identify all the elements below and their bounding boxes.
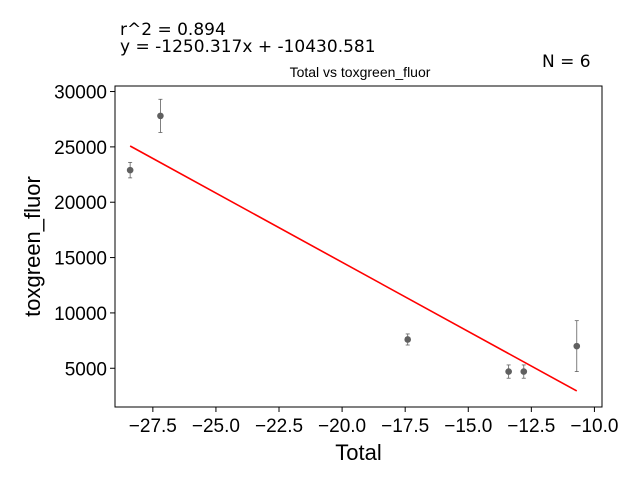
x-tick-label: −12.5	[507, 416, 555, 437]
y-axis-label: toxgreen_fluor	[20, 176, 45, 317]
point-marker	[404, 336, 412, 343]
chart-title: Total vs toxgreen_fluor	[289, 64, 431, 80]
fit-equation-annotation: y = -1250.317x + -10430.581	[120, 37, 376, 57]
x-tick-label: −20.0	[318, 416, 366, 437]
point-marker	[573, 342, 581, 350]
point-marker	[157, 112, 164, 120]
x-tick-label: −10.0	[570, 416, 618, 437]
y-tick-label: 25000	[54, 138, 107, 159]
x-tick-label: −22.5	[255, 416, 303, 437]
data-point	[520, 364, 528, 379]
y-axis-ticks: 5000 10000 15000 20000 25000 30000	[54, 83, 115, 380]
fit-line-group	[129, 145, 578, 392]
x-tick-label: −17.5	[381, 416, 429, 437]
r-squared-annotation: r^2 = 0.894	[120, 20, 226, 40]
data-point	[505, 364, 512, 379]
x-tick-label: −15.0	[444, 416, 492, 437]
point-marker	[505, 368, 512, 375]
data-point	[157, 98, 164, 133]
point-marker	[520, 368, 528, 375]
y-tick-label: 30000	[54, 83, 107, 104]
x-tick-label: −27.5	[129, 416, 177, 437]
y-tick-label: 15000	[54, 249, 107, 270]
x-axis-ticks: −27.5 −25.0 −22.5 −20.0 −17.5 −15.0 −12.5 −10.0	[129, 407, 618, 437]
sample-count-annotation: N = 6	[542, 52, 591, 72]
data-point	[126, 161, 134, 179]
point-marker	[126, 166, 134, 174]
data-points-group	[126, 98, 581, 379]
x-tick-label: −25.0	[192, 416, 240, 437]
data-point	[404, 333, 412, 346]
y-tick-label: 5000	[65, 359, 107, 380]
plot-frame	[114, 85, 603, 408]
fit-line	[129, 145, 578, 392]
x-axis-label: Total	[335, 440, 381, 465]
y-tick-label: 20000	[54, 193, 107, 214]
data-point	[573, 320, 581, 372]
y-tick-label: 10000	[54, 304, 107, 325]
